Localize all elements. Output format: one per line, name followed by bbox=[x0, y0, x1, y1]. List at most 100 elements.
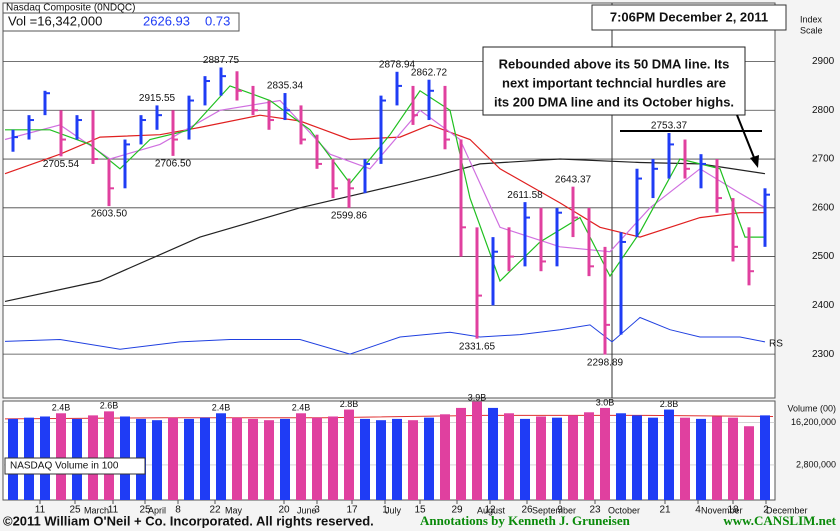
volume-bar bbox=[360, 418, 370, 500]
volume-bar bbox=[168, 417, 178, 500]
ma-line bbox=[4, 99, 766, 253]
volume-bar bbox=[744, 426, 754, 500]
x-tick-label: 22 bbox=[209, 505, 221, 516]
price-annotation: 2878.94 bbox=[379, 59, 416, 70]
y-tick-label: 2,800,000 bbox=[796, 459, 836, 469]
volume-bar bbox=[760, 415, 770, 500]
month-label: November bbox=[701, 505, 743, 515]
price-annotation: 2835.34 bbox=[267, 81, 304, 92]
volume-annotation: 2.4B bbox=[292, 403, 311, 413]
volume-bar bbox=[376, 420, 386, 500]
volume-annotation: 2.8B bbox=[340, 399, 359, 409]
scale-label: Index bbox=[800, 14, 823, 24]
price-annotation: 2599.86 bbox=[331, 211, 368, 222]
y-tick-label: 2300 bbox=[812, 349, 835, 360]
ma-line bbox=[4, 316, 766, 355]
date-text: 7:06PM December 2, 2011 bbox=[610, 9, 768, 24]
month-label: March bbox=[84, 505, 109, 515]
x-tick-label: 23 bbox=[589, 505, 601, 516]
month-label: June bbox=[297, 505, 317, 515]
scale-label: Scale bbox=[800, 25, 823, 35]
y-tick-label: 2700 bbox=[812, 154, 835, 165]
price-annotation: 2887.75 bbox=[203, 55, 240, 66]
volume-bar bbox=[184, 418, 194, 500]
volume-bar bbox=[216, 413, 226, 500]
month-label: July bbox=[385, 505, 402, 515]
last-price: 2626.93 bbox=[143, 13, 190, 28]
volume-bar bbox=[616, 413, 626, 500]
volume-bar bbox=[584, 412, 594, 500]
x-tick-label: 1 bbox=[382, 505, 388, 516]
volume-bar bbox=[664, 409, 674, 500]
header-box bbox=[2, 12, 240, 32]
x-tick-label: 11 bbox=[35, 505, 46, 516]
x-tick-label: 15 bbox=[414, 505, 426, 516]
price-annotation: 2753.37 bbox=[651, 121, 688, 132]
x-tick-label: 12 bbox=[484, 505, 496, 516]
volume-bar bbox=[296, 413, 306, 500]
volume-bar bbox=[152, 420, 162, 500]
volume-bar bbox=[504, 413, 514, 500]
price-annotation: 2611.58 bbox=[507, 190, 543, 201]
x-tick-label: 26 bbox=[521, 505, 533, 516]
volume-bar bbox=[632, 415, 642, 500]
month-label: September bbox=[532, 505, 576, 515]
credit: Annotations by Kenneth J. Gruneisen bbox=[420, 513, 631, 528]
volume-bar bbox=[344, 409, 354, 500]
volume-bar bbox=[600, 407, 610, 500]
ma-line bbox=[4, 114, 765, 238]
volume-bar bbox=[104, 411, 114, 500]
note-line: next important techncial hurdles are bbox=[502, 75, 726, 90]
month-label: August bbox=[477, 505, 506, 515]
volume-box-label: NASDAQ Volume in 100 bbox=[10, 461, 119, 472]
x-tick-label: 25 bbox=[139, 505, 151, 516]
volume-annotation: 2.4B bbox=[212, 403, 231, 413]
y-tick-label: 2600 bbox=[812, 202, 835, 213]
site: www.CANSLIM.net bbox=[723, 513, 836, 528]
x-tick-label: 9 bbox=[557, 505, 563, 516]
copyright: ©2011 William O'Neil + Co. Incorporated.… bbox=[3, 513, 374, 528]
x-tick-label: 18 bbox=[727, 505, 739, 516]
month-label: April bbox=[148, 505, 166, 515]
volume-bar bbox=[440, 414, 450, 500]
volume-text: Vol =16,342,000 bbox=[8, 13, 102, 28]
y-tick-label: 2900 bbox=[812, 56, 835, 67]
volume-bar bbox=[248, 418, 258, 500]
date-box bbox=[591, 4, 787, 31]
chart-title: Nasdaq Composite (0NDQC) bbox=[6, 3, 136, 14]
volume-bar bbox=[408, 420, 418, 500]
price-annotation: 2331.65 bbox=[459, 341, 496, 352]
volume-bar bbox=[456, 407, 466, 500]
ma-line bbox=[4, 158, 766, 302]
volume-bar bbox=[312, 417, 322, 500]
volume-bar bbox=[680, 417, 690, 500]
price-annotation: 2643.37 bbox=[555, 174, 592, 185]
price-annotation: 2862.72 bbox=[411, 67, 448, 78]
volume-panel bbox=[2, 400, 776, 501]
ma-line bbox=[5, 85, 765, 283]
arrow bbox=[736, 114, 756, 161]
volume-bar bbox=[568, 415, 578, 500]
volume-bar bbox=[696, 418, 706, 500]
price-annotation: 2915.55 bbox=[139, 93, 176, 104]
price-annotation: 2298.89 bbox=[587, 357, 624, 368]
x-tick-label: 20 bbox=[278, 505, 290, 516]
month-label: December bbox=[766, 505, 808, 515]
price-annotation: 2603.50 bbox=[91, 209, 128, 220]
note-line: its 200 DMA line and its October highs. bbox=[494, 94, 734, 109]
volume-bar bbox=[200, 417, 210, 500]
price-annotation: 2705.54 bbox=[43, 159, 80, 170]
price-annotation: 2706.50 bbox=[155, 159, 192, 170]
y-tick-label: 2400 bbox=[812, 300, 835, 311]
volume-bar bbox=[552, 417, 562, 500]
y-tick-label: 2500 bbox=[812, 251, 835, 262]
x-tick-label: 17 bbox=[346, 505, 358, 516]
x-tick-label: 11 bbox=[108, 505, 119, 516]
volume-annotation: 2.8B bbox=[660, 399, 679, 409]
x-tick-label: 3 bbox=[314, 505, 320, 516]
volume-bar bbox=[328, 416, 338, 500]
volume-annotation: 3.0B bbox=[596, 397, 615, 407]
volume-bar bbox=[264, 420, 274, 500]
volume-box bbox=[4, 457, 146, 475]
